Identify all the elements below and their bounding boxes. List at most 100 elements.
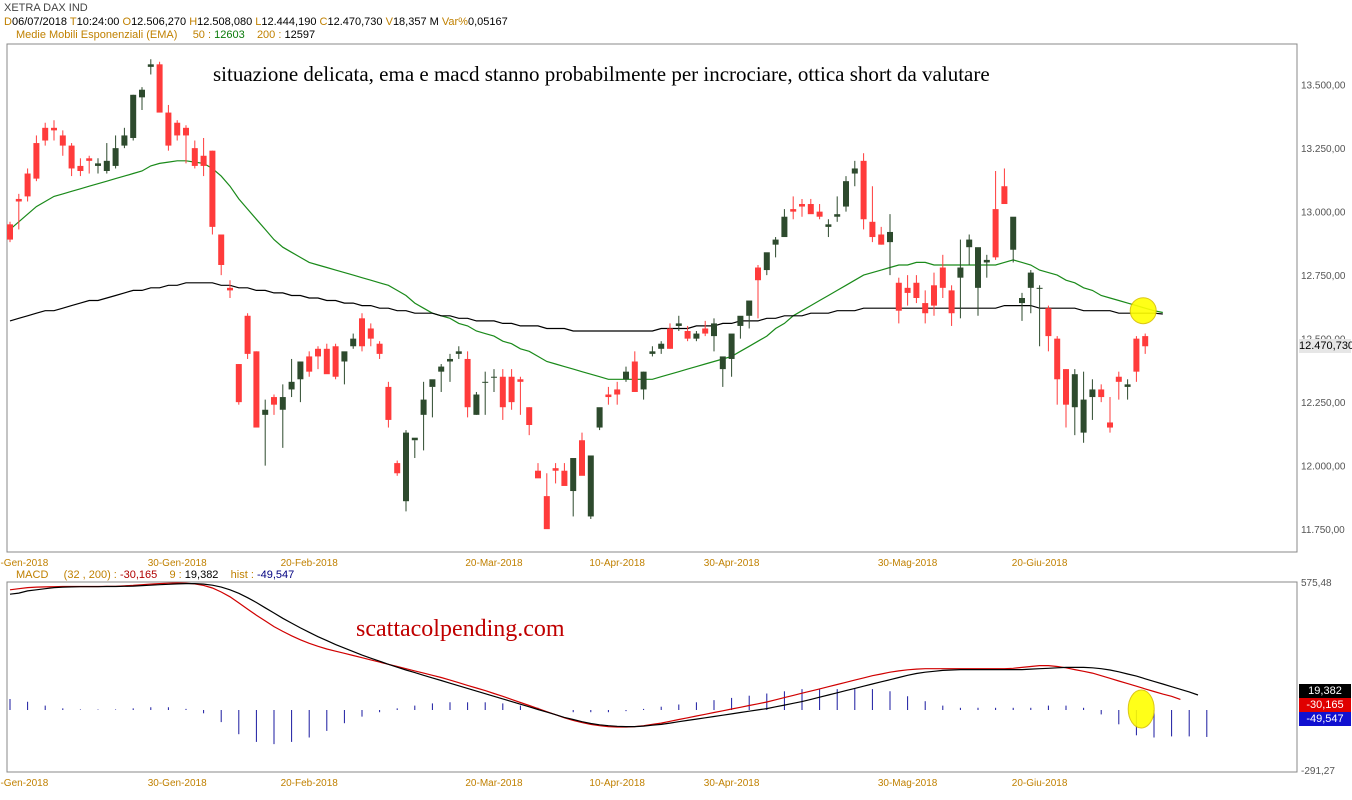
candle-body xyxy=(139,89,145,98)
candle-body xyxy=(51,127,57,131)
candle-body xyxy=(103,160,110,171)
candle-body xyxy=(649,351,656,354)
high-label: H xyxy=(189,16,198,28)
candle-body xyxy=(1045,308,1052,337)
candle-body xyxy=(121,135,128,146)
candle xyxy=(825,219,832,238)
candle-body xyxy=(975,247,981,288)
ema200-period: 200 : xyxy=(256,29,282,41)
candle-body xyxy=(869,221,876,238)
candle-body xyxy=(7,224,13,240)
candle xyxy=(1001,168,1008,205)
candle-body xyxy=(95,163,101,166)
candle xyxy=(306,351,313,377)
candle-body xyxy=(77,165,84,171)
candle-body xyxy=(517,379,524,382)
main-annotation: situazione delicata, ema e macd stanno p… xyxy=(213,62,990,86)
candle xyxy=(772,237,779,258)
candle-body xyxy=(904,287,911,293)
candle-body xyxy=(1089,389,1096,398)
candle-body xyxy=(790,209,797,212)
candle xyxy=(103,143,110,174)
close-value: 12.470,730 xyxy=(327,16,383,28)
ema200-line xyxy=(9,282,1163,332)
candle-body xyxy=(244,315,251,354)
candle xyxy=(473,391,480,415)
candle-body xyxy=(59,135,66,146)
candle-body xyxy=(464,358,471,408)
candle xyxy=(429,379,436,418)
candle-body xyxy=(130,94,137,138)
candle-body xyxy=(1010,216,1017,250)
candles xyxy=(7,59,1149,530)
candle-body xyxy=(262,409,269,415)
candle-body xyxy=(288,381,295,390)
candle xyxy=(1080,371,1087,443)
candle xyxy=(508,369,515,410)
candle xyxy=(297,361,304,403)
candle-body xyxy=(1124,384,1131,387)
price-tag: 12.470,730 xyxy=(1299,339,1352,353)
candle xyxy=(367,323,374,347)
candle xyxy=(394,460,401,476)
candle xyxy=(499,369,506,420)
candle-body xyxy=(209,150,216,227)
candle-body xyxy=(33,143,40,179)
candle xyxy=(983,254,990,278)
candle-body xyxy=(684,331,691,339)
price-axis-label: 11.750,00 xyxy=(1301,525,1345,536)
candle xyxy=(1107,397,1113,433)
candle-body xyxy=(218,234,225,265)
candle xyxy=(491,369,497,392)
candle-body xyxy=(438,366,445,372)
candle xyxy=(288,358,295,398)
candle xyxy=(482,371,489,415)
candle-body xyxy=(1027,272,1034,288)
candle-body xyxy=(614,389,621,395)
candle xyxy=(15,193,22,230)
macd-params: (32 , 200) : xyxy=(63,569,117,581)
candle xyxy=(156,61,163,113)
candle-body xyxy=(491,376,497,378)
macd-date-label: 30-Gen-2018 xyxy=(148,778,207,789)
candle xyxy=(878,226,885,245)
candle xyxy=(121,127,128,149)
candle xyxy=(552,463,559,484)
price-axis-label: 12.250,00 xyxy=(1301,398,1346,409)
candle xyxy=(191,140,198,169)
macd-cross-highlight xyxy=(1127,689,1155,729)
candle xyxy=(869,186,876,243)
macd-histogram xyxy=(9,689,1208,745)
candle xyxy=(244,313,251,359)
candle xyxy=(1115,371,1122,400)
candle xyxy=(851,160,858,187)
candle xyxy=(1019,292,1025,321)
candle-body xyxy=(596,407,603,428)
candle-body xyxy=(693,333,700,339)
candle xyxy=(799,198,805,217)
candle xyxy=(975,247,981,316)
var-value: 0,05167 xyxy=(467,16,508,28)
candle-body xyxy=(394,463,401,474)
candle xyxy=(262,399,269,466)
candle-body xyxy=(543,496,550,530)
volume-label: V xyxy=(385,16,393,28)
candle xyxy=(939,254,946,298)
candle-body xyxy=(948,290,955,314)
candle xyxy=(68,143,75,177)
price-date-label: 10-Gen-2018 xyxy=(0,558,49,569)
candle xyxy=(130,94,137,141)
macd-panel-frame xyxy=(6,581,1298,773)
candle-body xyxy=(939,267,946,288)
price-axis-label: 13.500,00 xyxy=(1301,81,1346,92)
candle-body xyxy=(183,127,189,136)
macd-date-label: 10-Apr-2018 xyxy=(589,778,645,789)
candle-body xyxy=(711,323,717,337)
candle xyxy=(931,272,937,316)
signal-line xyxy=(9,583,1199,728)
candle-body xyxy=(587,455,594,517)
candle-body xyxy=(719,356,726,370)
candle-body xyxy=(843,181,849,207)
macd-date-label: 20-Mar-2018 xyxy=(465,778,523,789)
candle-body xyxy=(174,122,181,136)
